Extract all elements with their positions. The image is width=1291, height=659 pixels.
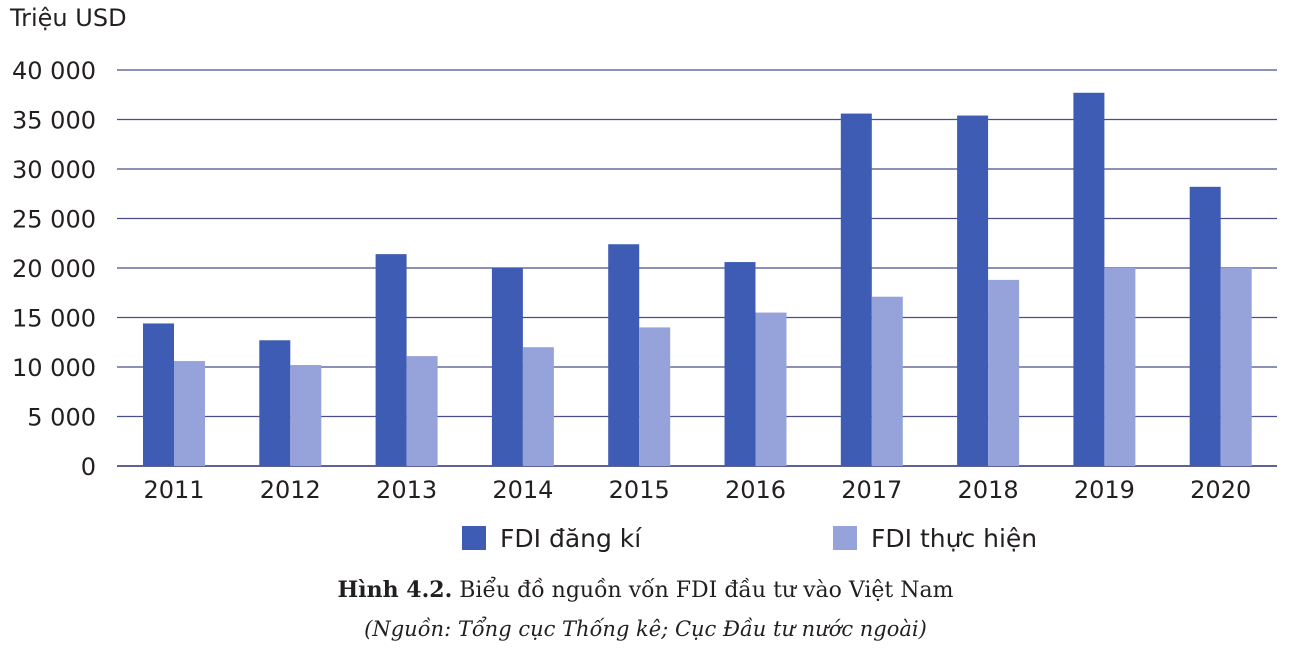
- figure-label: Hình 4.2.: [337, 577, 453, 603]
- x-tick-label: 2012: [260, 476, 321, 504]
- bar-disbursed-2015: [639, 327, 671, 466]
- bar-registered-2014: [491, 268, 523, 466]
- legend-label: FDI thực hiện: [871, 524, 1037, 553]
- bar-registered-2011: [143, 323, 174, 466]
- y-tick-label: 25 000: [12, 206, 96, 234]
- bar-disbursed-2019: [1104, 268, 1136, 466]
- bar-disbursed-2013: [406, 356, 438, 466]
- bar-disbursed-2017: [871, 296, 903, 466]
- x-tick-label: 2019: [1074, 476, 1135, 504]
- legend-label: FDI đăng kí: [500, 524, 642, 553]
- bar-registered-2012: [259, 340, 291, 466]
- x-tick-label: 2016: [725, 476, 786, 504]
- fdi-bar-chart: Triệu USD 0 5 000 10 000 15 000 20 000 25 000…: [9, 4, 1277, 553]
- bar-disbursed-2020: [1220, 268, 1252, 466]
- bar-disbursed-2016: [755, 312, 787, 466]
- x-tick-label: 2011: [143, 476, 204, 504]
- figure-caption: Hình 4.2. Biểu đồ nguồn vốn FDI đầu tư v…: [0, 577, 1291, 603]
- legend: FDI đăng kí FDI thực hiện: [462, 524, 1037, 553]
- bar-registered-2020: [1189, 186, 1221, 466]
- y-axis-title: Triệu USD: [9, 4, 127, 32]
- x-tick-label: 2020: [1190, 476, 1251, 504]
- y-tick-label: 20 000: [12, 255, 96, 283]
- bar-registered-2017: [840, 113, 872, 466]
- x-tick-label: 2018: [958, 476, 1019, 504]
- legend-swatch: [833, 526, 857, 550]
- figure-title: Biểu đồ nguồn vốn FDI đầu tư vào Việt Na…: [459, 578, 954, 603]
- bar-registered-2019: [1073, 92, 1105, 467]
- x-tick-label: 2017: [841, 476, 902, 504]
- bar-registered-2015: [608, 244, 640, 466]
- bar-disbursed-2018: [988, 279, 1020, 466]
- y-tick-label: 30 000: [12, 156, 96, 184]
- y-tick-label: 40 000: [12, 57, 96, 85]
- y-axis-ticks: 0 5 000 10 000 15 000 20 000 25 000 30 000 35 0…: [12, 57, 96, 481]
- bar-disbursed-2011: [174, 361, 205, 466]
- figure-source: (Nguồn: Tổng cục Thống kê; Cục Đầu tư nư…: [364, 617, 927, 641]
- bar-disbursed-2014: [522, 347, 554, 466]
- y-tick-label: 10 000: [12, 354, 96, 382]
- bar-registered-2013: [375, 254, 407, 466]
- y-tick-label: 35 000: [12, 107, 96, 135]
- x-tick-label: 2014: [492, 476, 553, 504]
- y-tick-label: 15 000: [12, 305, 96, 333]
- bars: [143, 92, 1252, 467]
- bar-registered-2018: [957, 115, 989, 466]
- legend-swatch: [462, 526, 486, 550]
- x-tick-label: 2015: [609, 476, 670, 504]
- bar-registered-2016: [724, 262, 756, 466]
- x-axis-ticks: 2011 2012 2013 2014 2015 2016 2017 2018 2019 2020: [143, 476, 1251, 504]
- bar-disbursed-2012: [290, 365, 322, 466]
- y-tick-label: 0: [81, 453, 96, 481]
- y-tick-label: 5 000: [27, 404, 96, 432]
- x-tick-label: 2013: [376, 476, 437, 504]
